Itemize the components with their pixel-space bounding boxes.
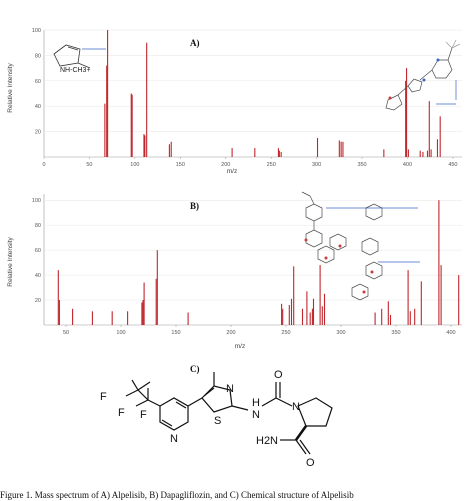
- x-tick-label: 50: [63, 330, 69, 336]
- x-tick-label: 100: [130, 162, 139, 168]
- bars-b: [57, 200, 460, 325]
- panel-label-c: C): [190, 364, 200, 374]
- atom-fluorine-1: F: [100, 391, 107, 403]
- axes-a: [43, 29, 462, 159]
- y-tick-label: 20: [35, 130, 41, 136]
- x-tick-label: 350: [357, 162, 366, 168]
- x-tick-label: 250: [267, 162, 276, 168]
- x-tick-label: 450: [448, 162, 457, 168]
- x-tick-label: 200: [226, 330, 235, 336]
- fragment-a-label: NH-CH3+: [60, 67, 91, 74]
- bars-a: [104, 30, 441, 157]
- y-tick-label: 40: [35, 273, 41, 279]
- atom-pyridine-nitrogen: N: [170, 433, 178, 445]
- x-tick-label: 250: [281, 330, 290, 336]
- x-tick-label: 300: [312, 162, 321, 168]
- y-tick-label: 100: [32, 198, 41, 204]
- x-tick-label: 200: [221, 162, 230, 168]
- atom-urea-oxygen: O: [274, 369, 283, 381]
- atom-thiazole-sulfur: S: [214, 415, 221, 427]
- x-tick-label: 300: [336, 330, 345, 336]
- atom-amine-h2n: H2N: [256, 435, 278, 447]
- axes-b: [43, 194, 462, 327]
- dapagliflozin-structure-sketch: [301, 191, 420, 301]
- x-tick-label: 0: [42, 162, 45, 168]
- ticks-b: 20 40 60 80 100 50 100 150 200 250 300 350 400: [32, 198, 456, 336]
- atom-thiazole-nitrogen: N: [226, 383, 234, 395]
- atom-pyrrolidine-nitrogen: N: [292, 401, 300, 413]
- y-tick-label: 40: [35, 104, 41, 110]
- y-tick-label: 80: [35, 53, 41, 59]
- alpelisib-chemical-structure: C) F F F N N S H N O: [100, 364, 333, 469]
- y-tick-label: 60: [35, 79, 41, 85]
- panel-label-a: A): [190, 38, 200, 48]
- atom-amide-hydrogen: H: [252, 397, 260, 409]
- structure-bonds: [125, 372, 333, 455]
- atom-amide-oxygen: O: [306, 457, 315, 469]
- x-tick-label: 50: [86, 162, 92, 168]
- y-tick-label: 20: [35, 298, 41, 304]
- figure-caption: Figure 1. Mass spectrum of A) Alpelisib,…: [0, 490, 354, 500]
- y-tick-label: 100: [32, 28, 41, 34]
- x-tick-label: 100: [116, 330, 125, 336]
- xlabel-b: m/z: [235, 343, 245, 350]
- xlabel-a: m/z: [227, 168, 237, 175]
- x-tick-label: 150: [176, 162, 185, 168]
- x-tick-label: 400: [446, 330, 455, 336]
- atom-fluorine-3: F: [140, 409, 147, 421]
- alpelisib-structure-sketch: [385, 39, 461, 111]
- x-tick-label: 400: [403, 162, 412, 168]
- x-tick-label: 150: [171, 330, 180, 336]
- atom-amide-nitrogen: N: [252, 409, 260, 421]
- ylabel-b: Relative Intensity: [7, 237, 14, 287]
- ticks-a: 20 40 60 80 100 0 50 100 150 200 250 300 350 400 450: [32, 28, 458, 168]
- y-tick-label: 60: [35, 248, 41, 254]
- y-tick-label: 80: [35, 223, 41, 229]
- panel-label-b: B): [190, 201, 199, 211]
- pyrroline-fragment-structure: [53, 44, 106, 69]
- atom-fluorine-2: F: [118, 407, 125, 419]
- ylabel-a: Relative Intensity: [7, 63, 14, 113]
- x-tick-label: 350: [391, 330, 400, 336]
